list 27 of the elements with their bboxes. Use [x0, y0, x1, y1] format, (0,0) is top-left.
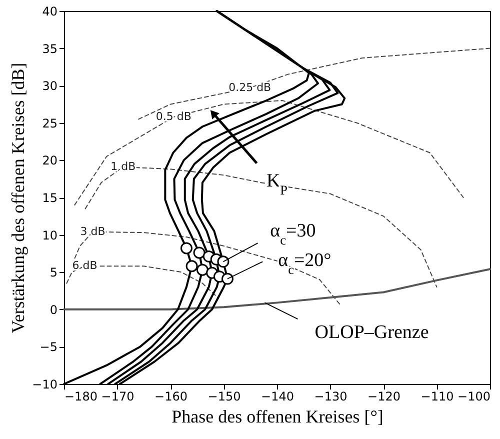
- y-tick-label: −5: [40, 340, 58, 354]
- y-axis-title: Verstärkung des offenen Kreises [dB]: [8, 62, 28, 334]
- y-tick-label: 10: [42, 228, 58, 242]
- x-tick-label: −120: [368, 390, 400, 404]
- y-tick-label: 25: [42, 116, 58, 130]
- x-tick-label: −180: [64, 390, 98, 404]
- series-label: 0.5 dB: [156, 110, 192, 123]
- x-tick-label: −140: [261, 390, 294, 404]
- x-tick-label: −150: [208, 390, 241, 404]
- x-tick-label: −130: [314, 390, 348, 404]
- series-label: 0.25 dB: [228, 80, 272, 94]
- x-tick-label: −160: [154, 390, 188, 404]
- y-tick-label: 5: [50, 266, 58, 280]
- y-tick-label: 15: [42, 191, 58, 205]
- annotation: α$_{c}$=30: [270, 220, 316, 247]
- x-tick-label: −100: [458, 390, 490, 404]
- annotation: α$_{c}$=20°: [278, 250, 332, 277]
- x-tick-label: −110: [420, 390, 454, 404]
- x-axis-title: Phase des offenen Kreises [°]: [172, 406, 384, 426]
- y-tick-label: −10: [32, 378, 58, 392]
- x-tick-label: −170: [101, 390, 134, 404]
- annotation: OLOP–Grenze: [314, 322, 429, 343]
- y-tick-label: 30: [42, 79, 58, 94]
- y-tick-label: 40: [42, 4, 58, 18]
- y-tick-label: 0: [50, 302, 58, 317]
- y-tick-label: 35: [42, 42, 58, 56]
- y-tick-label: 20: [42, 154, 58, 168]
